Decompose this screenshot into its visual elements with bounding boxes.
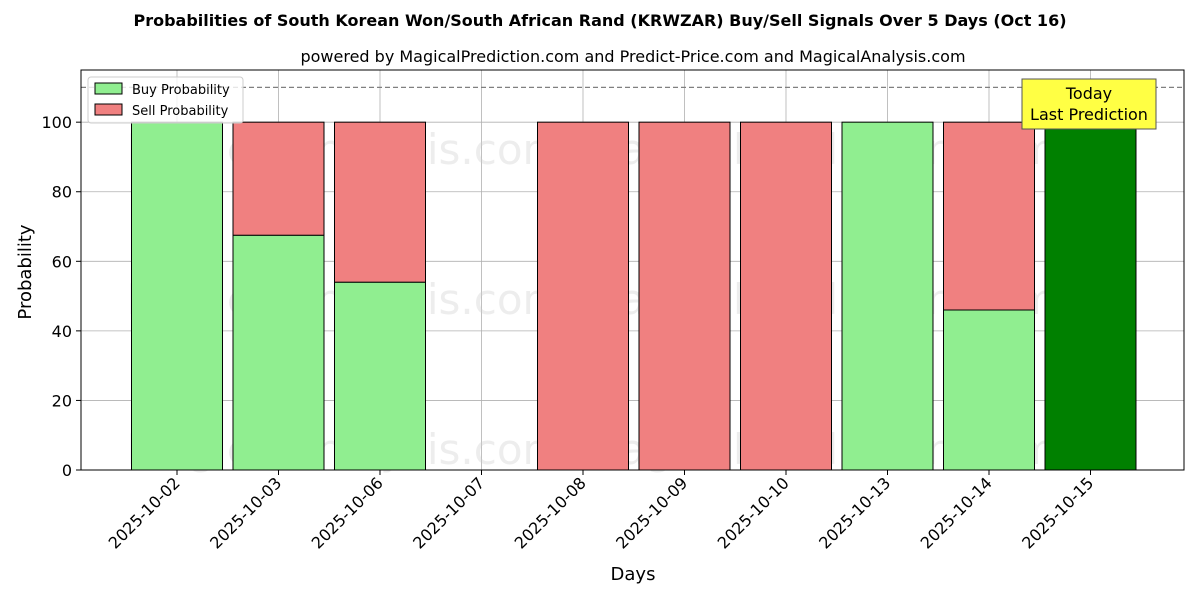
y-tick-label: 80 (52, 183, 72, 202)
legend-box (87, 76, 244, 124)
x-tick-label: 2025-10-02 (105, 473, 184, 552)
x-tick-label: 2025-10-15 (1018, 473, 1097, 552)
legend-label-buy: Buy Probability (132, 83, 230, 98)
bar-sell-2025-10-09 (638, 121, 731, 471)
y-tick-label: 40 (52, 322, 72, 341)
annotation-line-1: Today (1065, 84, 1112, 103)
x-tick-label: 2025-10-10 (714, 473, 793, 552)
y-tick-label: 60 (52, 252, 72, 271)
legend-swatch-sell (94, 103, 123, 116)
bar-buy-2025-10-15 (1044, 121, 1137, 471)
bars (131, 121, 1137, 471)
bar-buy-2025-10-14 (943, 309, 1035, 471)
today-annotation: Today Last Prediction (1021, 78, 1157, 130)
x-tick-label: 2025-10-07 (409, 473, 488, 552)
legend-label-sell: Sell Probability (132, 104, 229, 119)
bar-buy-2025-10-02 (131, 121, 223, 471)
bar-sell-2025-10-14 (943, 121, 1035, 311)
plot-frame (80, 69, 1185, 471)
x-tick-label: 2025-10-14 (917, 473, 996, 552)
bar-buy-2025-10-06 (334, 281, 426, 471)
annotation-line-2: Last Prediction (1030, 105, 1148, 124)
y-axis-label: Probability (15, 224, 36, 319)
chart-title: Probabilities of South Korean Won/South … (133, 11, 1066, 30)
bar-buy-2025-10-13 (841, 121, 934, 471)
y-tick-label: 0 (62, 461, 72, 480)
legend: Buy Probability Sell Probability (87, 76, 244, 124)
bar-sell-2025-10-03 (232, 121, 325, 236)
x-tick-label: 2025-10-09 (612, 473, 691, 552)
bar-sell-2025-10-10 (740, 121, 832, 471)
x-tick-label: 2025-10-03 (206, 473, 285, 552)
bar-sell-2025-10-08 (537, 121, 629, 471)
x-axis-label: Days (611, 564, 656, 585)
bar-buy-2025-10-03 (232, 234, 325, 471)
bar-sell-2025-10-06 (334, 121, 426, 283)
chart-subtitle: powered by MagicalPrediction.com and Pre… (300, 47, 965, 66)
legend-swatch-buy (94, 82, 123, 95)
x-tick-label: 2025-10-06 (308, 473, 387, 552)
y-tick-label: 100 (41, 113, 72, 132)
x-tick-label: 2025-10-08 (511, 473, 590, 552)
x-tick-label: 2025-10-13 (815, 473, 894, 552)
annotation-box (1021, 78, 1157, 130)
y-tick-label: 20 (52, 391, 72, 410)
